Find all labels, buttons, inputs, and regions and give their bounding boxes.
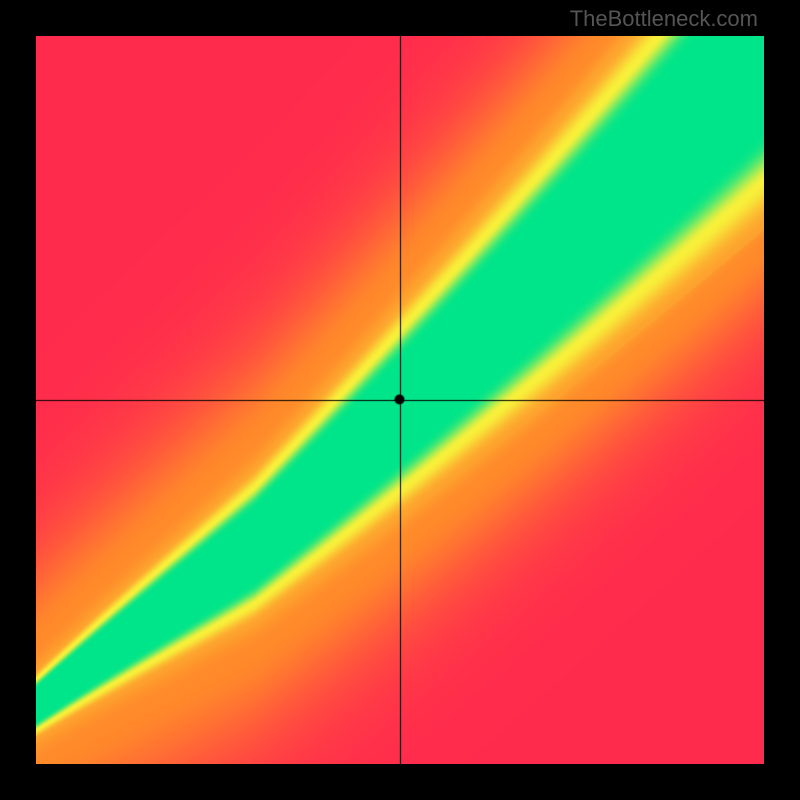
bottleneck-heatmap [36, 36, 764, 764]
watermark-text: TheBottleneck.com [570, 6, 758, 32]
chart-container: TheBottleneck.com [0, 0, 800, 800]
